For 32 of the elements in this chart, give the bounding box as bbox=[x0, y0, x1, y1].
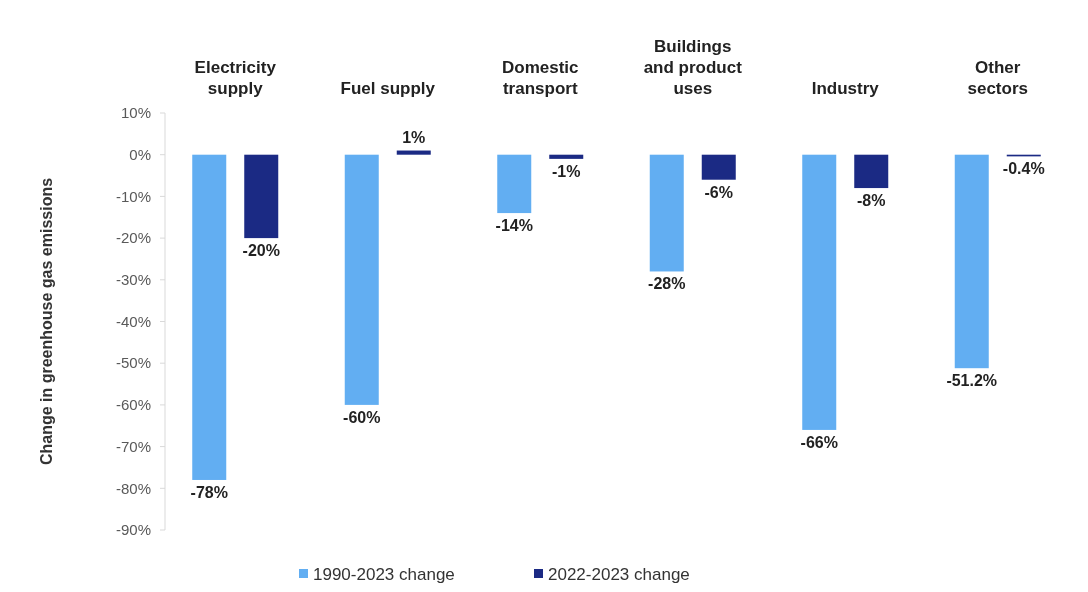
legend-label: 1990-2023 change bbox=[313, 564, 455, 584]
x-tick-label: Fuel supply bbox=[340, 79, 436, 98]
y-tick-label: -10% bbox=[115, 187, 151, 205]
y-tick-label: -70% bbox=[115, 437, 151, 455]
data-label: -78% bbox=[190, 483, 228, 501]
y-tick-label: 10% bbox=[120, 104, 151, 122]
y-tick-label: -20% bbox=[115, 229, 151, 247]
data-label: -66% bbox=[800, 433, 838, 451]
data-label: -0.4% bbox=[1002, 160, 1045, 178]
data-label: -28% bbox=[648, 275, 686, 293]
data-label: -60% bbox=[343, 408, 381, 426]
x-tick-label: Other sectors bbox=[967, 58, 1028, 98]
legend-label: 2022-2023 change bbox=[548, 564, 690, 584]
y-tick-label: -90% bbox=[115, 521, 151, 539]
y-tick-label: -50% bbox=[115, 354, 151, 372]
data-label: -51.2% bbox=[946, 372, 998, 390]
x-tick-label: Industry bbox=[811, 79, 880, 98]
x-tick-label: Electricity supply bbox=[194, 58, 277, 98]
y-tick-label: -30% bbox=[115, 271, 151, 289]
data-label: -8% bbox=[857, 192, 886, 210]
data-label: -14% bbox=[495, 217, 533, 235]
y-tick-label: 0% bbox=[129, 145, 151, 163]
x-tick-label: Domestic transport bbox=[501, 58, 579, 98]
x-tick-label: Buildings and product uses bbox=[643, 37, 743, 98]
data-label: -6% bbox=[704, 183, 733, 201]
data-label: -20% bbox=[242, 242, 280, 260]
y-tick-label: -40% bbox=[115, 312, 151, 330]
data-label: 1% bbox=[402, 128, 426, 146]
y-tick-label: -80% bbox=[115, 479, 151, 497]
data-label: -1% bbox=[552, 162, 581, 180]
y-tick-label: -60% bbox=[115, 396, 151, 414]
y-axis-title: Change in greenhouse gas emissions bbox=[38, 177, 55, 466]
